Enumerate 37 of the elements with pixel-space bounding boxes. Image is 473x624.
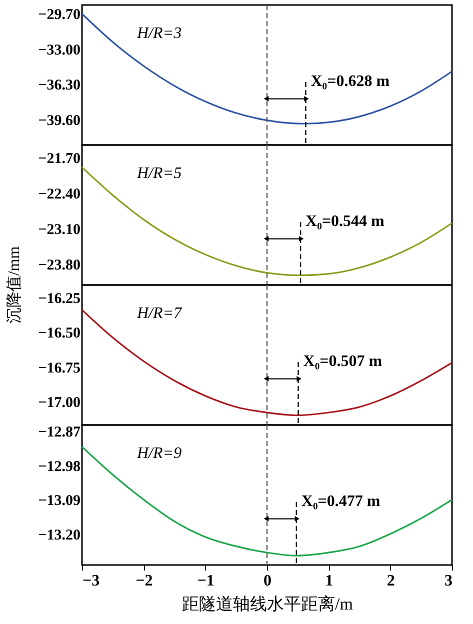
annotation: H/R=5 — [136, 165, 182, 182]
y-tick-label: −16.75 — [38, 360, 80, 376]
line-series — [81, 309, 453, 416]
line-series — [81, 13, 453, 124]
ref-line-label: X₀=0.544 m — [306, 213, 386, 230]
annotation: H/R=7 — [136, 305, 183, 322]
ref-line-label: X₀=0.628 m — [310, 73, 390, 90]
annotation: H/R=9 — [136, 445, 182, 462]
y-tick-label: −29.70 — [38, 7, 80, 24]
y-tick-label: −16.25 — [38, 290, 80, 307]
ref-line-label: X₀=0.507 m — [303, 353, 383, 370]
x-tick-label: 0 — [264, 572, 272, 590]
line-series — [81, 446, 453, 556]
x-tick-label: −3 — [82, 572, 100, 590]
x-tick-label: 1 — [325, 572, 334, 590]
y-tick-label: −39.60 — [38, 112, 80, 129]
y-tick-label: −22.40 — [38, 186, 80, 203]
line-series — [81, 166, 453, 276]
y-tick-label: −13.20 — [38, 527, 80, 544]
y-tick-label: −12.87 — [38, 424, 81, 441]
x-tick-label: −2 — [136, 572, 153, 590]
x-tick-label: 3 — [444, 572, 452, 590]
y-tick-label: −23.10 — [38, 222, 80, 238]
y-axis-title: 沉降值/mm — [6, 246, 23, 324]
x-tick-label: −1 — [197, 572, 214, 590]
y-tick-label: −12.98 — [38, 458, 80, 475]
x-tick-label: 2 — [386, 572, 395, 590]
ref-line-label: X₀=0.477 m — [301, 493, 381, 510]
y-tick-label: −23.80 — [38, 258, 80, 274]
x-axis-title: 距隧道轴线水平距离/m — [182, 594, 353, 614]
y-tick-label: −13.09 — [38, 493, 80, 510]
y-tick-label: −16.50 — [38, 326, 80, 342]
y-tick-label: −36.30 — [38, 78, 80, 94]
y-tick-label: −33.00 — [38, 42, 80, 58]
y-tick-label: −17.00 — [38, 394, 80, 411]
y-tick-label: −21.70 — [38, 151, 80, 168]
annotation: H/R=3 — [136, 25, 182, 42]
